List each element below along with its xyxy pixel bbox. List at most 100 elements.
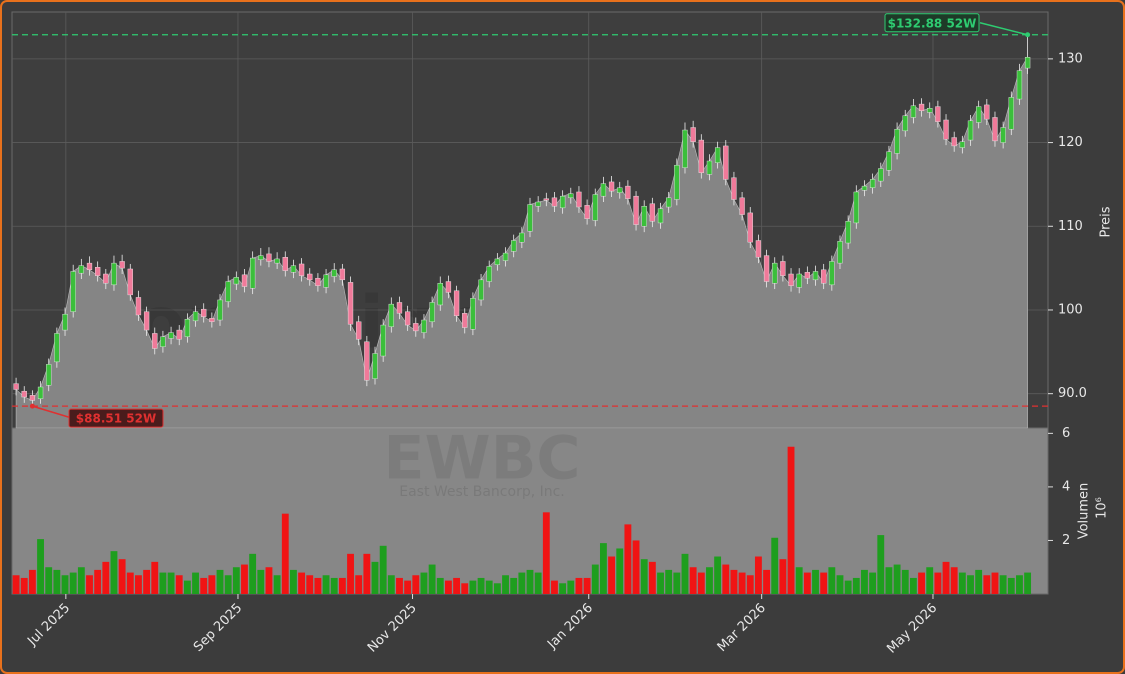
volume-bar [69,572,77,594]
volume-bar [950,567,958,594]
volume-bar [640,559,648,594]
candle-body [54,333,60,363]
volume-bar [28,569,36,594]
volume-bar [689,567,697,594]
volume-bar [379,545,387,594]
candle-body [804,272,811,279]
volume-bar [975,569,983,594]
candle-body [608,181,615,192]
volume-bar [608,556,616,594]
volume-bar [665,569,673,594]
candle-body [796,273,802,288]
candle-body [666,197,672,208]
candle-body [421,319,427,333]
candle-body [714,147,721,163]
candle-body [396,302,403,314]
candle-body [559,195,566,209]
candle-body [152,333,158,349]
ticker-watermark: EWBC [384,424,581,494]
volume-bar [330,577,338,594]
volume-bar [967,575,974,594]
candle-body [143,311,150,331]
candle-body [682,129,688,168]
candle-body [209,318,215,322]
candle-body [274,258,280,264]
candle-body [486,266,492,282]
arrow [979,22,1028,36]
y-tick-label: 2 [1062,533,1070,548]
candle-body [429,302,435,322]
candle-body [192,311,199,322]
y-axis-label: Preis [1099,206,1114,237]
volume-bar [999,575,1007,594]
volume-bar [983,575,991,594]
volume-bar [167,572,175,594]
volume-bar [20,577,28,594]
candle-body [780,261,786,276]
volume-bar [909,577,917,594]
volume-bar [77,567,85,594]
volume-bar [559,583,567,594]
candle-body [788,273,794,286]
volume-bar [387,575,395,594]
candle-body [70,271,76,312]
candle-body [617,187,623,193]
candle-body [413,323,419,332]
volume-bar [697,572,705,594]
candle-body [894,128,900,154]
candle-body [478,279,484,301]
volume-bar [934,572,942,594]
candle-body [747,212,753,243]
52w-label: $88.51 52W [76,412,156,426]
candle-body [543,198,549,201]
candle-body [698,139,704,173]
candle-body [706,160,713,175]
candle-body [927,108,933,113]
volume-bar [885,567,893,594]
volume-bar [828,567,836,594]
volume-bar [110,551,118,594]
arrow-head [29,403,35,409]
volume-bar [730,569,738,594]
volume-bar [61,575,69,594]
volume-bar [763,569,770,594]
candle-body [135,297,142,316]
volume-bar [722,564,730,594]
candle-body [943,119,949,140]
candle-body [249,257,256,289]
candle-body [1008,97,1014,130]
y-tick-label: 6 [1062,426,1070,441]
volume-bar [738,572,746,594]
volume-bar [510,577,518,594]
volume-bar [812,569,819,594]
volume-bar [200,577,208,594]
candle-body [951,137,957,147]
candle-body [1000,127,1006,143]
volume-bar [102,561,110,594]
candle-body [755,240,762,258]
candle-body [258,255,264,260]
candle-body [356,321,362,340]
volume-bar [404,580,412,594]
candle-body [37,386,44,399]
candle-body [184,318,191,337]
volume-bar [926,567,934,594]
volume-bar [273,575,281,594]
volume-bar [795,567,803,594]
volume-axis-label: Volumen [1077,483,1092,540]
candle-body [339,268,346,281]
candle-body [511,240,517,252]
volume-bar [135,575,142,594]
candle-body [168,332,174,339]
y-tick-label: 110 [1058,219,1083,234]
volume-bar [901,569,909,594]
candle-body [225,281,231,302]
volume-bar [958,572,966,594]
volume-bar [681,553,689,594]
volume-bar [298,572,306,594]
candle-body [323,274,329,288]
volume-bar [657,572,664,594]
candle-body [902,115,908,132]
volume-bar [991,572,999,594]
